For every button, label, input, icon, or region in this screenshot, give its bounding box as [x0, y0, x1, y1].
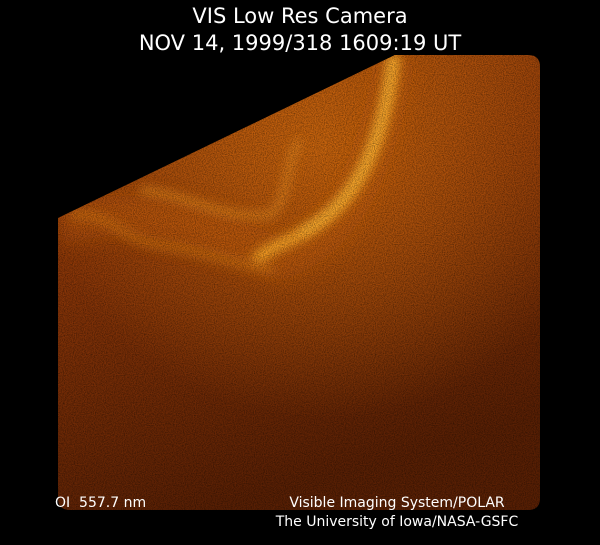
wavelength: OI 557.7 nm — [55, 495, 146, 511]
title: VIS Low Res Camera — [192, 4, 407, 28]
instrument: Visible Imaging System/POLAR — [289, 495, 505, 511]
institution: The University of Iowa/NASA-GSFC — [275, 514, 519, 530]
timestamp: NOV 14, 1999/318 1609:19 UT — [139, 31, 462, 55]
camera-image — [58, 55, 540, 510]
